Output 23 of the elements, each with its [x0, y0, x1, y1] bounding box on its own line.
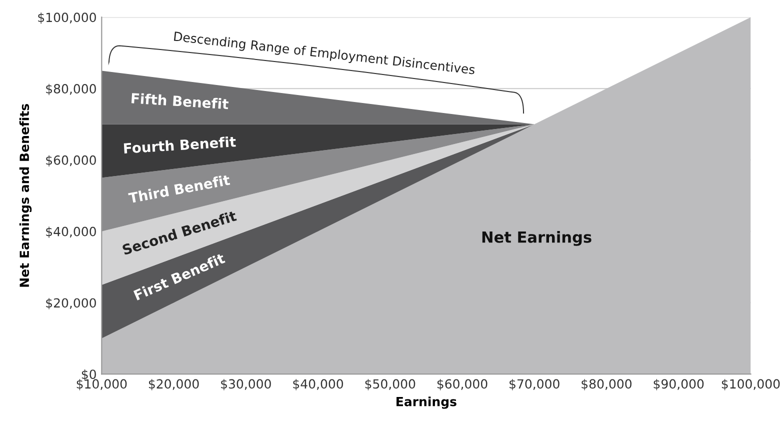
x-tick-label: $10,000	[76, 378, 127, 390]
y-tick-label: $20,000	[46, 298, 96, 310]
series-label: Fourth Benefit	[124, 136, 236, 154]
series-label: Fifth Benefit	[131, 92, 229, 110]
x-tick-label: $50,000	[365, 378, 416, 390]
x-axis-title: Earnings	[396, 396, 456, 409]
x-tick-label: $90,000	[654, 378, 704, 390]
series-label: Net Earnings	[482, 231, 592, 246]
x-tick-label: $80,000	[582, 378, 632, 390]
x-tick-label: $60,000	[437, 378, 488, 390]
annotation: Descending Range of Employment Disincentives	[174, 31, 476, 77]
y-tick-label: $40,000	[46, 226, 96, 238]
x-tick-label: $40,000	[293, 378, 344, 390]
y-tick-label: $100,000	[38, 12, 96, 24]
x-tick-label: $30,000	[221, 378, 271, 390]
y-axis-title: Net Earnings and Benefits	[19, 104, 32, 287]
x-tick-label: $70,000	[510, 378, 560, 390]
y-tick-label: $0	[82, 369, 96, 381]
x-tick-label: $20,000	[148, 378, 199, 390]
y-tick-label: $60,000	[46, 155, 96, 167]
x-tick-label: $100,000	[722, 378, 780, 390]
y-tick-label: $80,000	[46, 84, 96, 96]
series-label: Third Benefit	[128, 174, 230, 204]
